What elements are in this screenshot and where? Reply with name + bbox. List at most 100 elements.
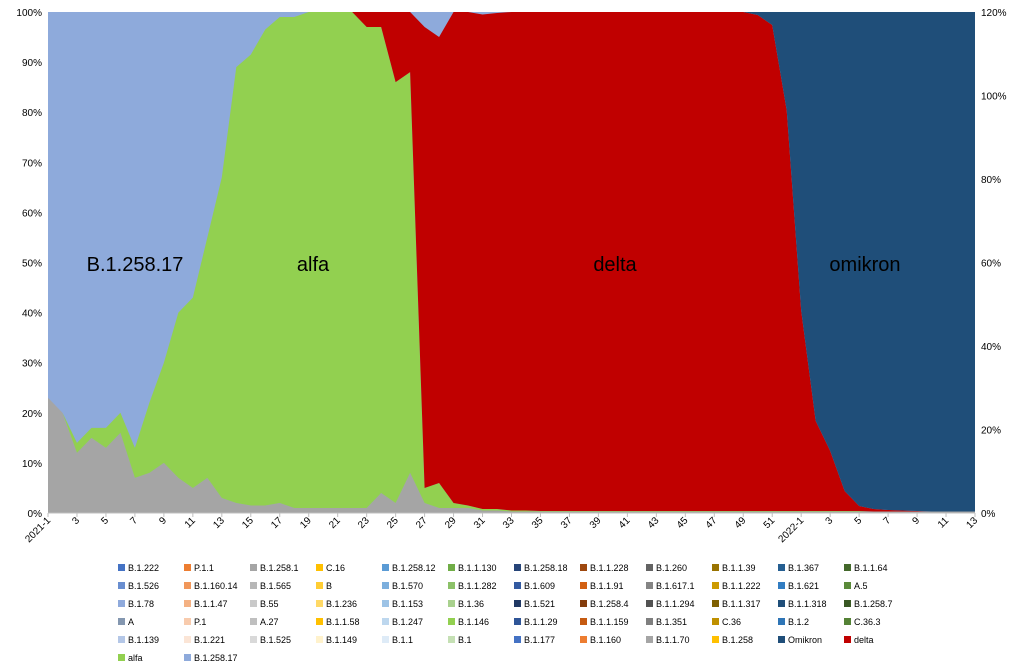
legend-swatch — [184, 564, 191, 571]
legend-item: B.1.570 — [382, 579, 446, 592]
x-tick-label: 49 — [733, 515, 749, 531]
legend-swatch — [118, 600, 125, 607]
legend-item: B.1.258.12 — [382, 561, 446, 574]
legend-swatch — [448, 564, 455, 571]
legend-item: C.16 — [316, 561, 380, 574]
legend-swatch — [448, 600, 455, 607]
legend-item: P.1 — [184, 615, 248, 628]
legend-swatch — [184, 600, 191, 607]
legend-item: B.1.177 — [514, 633, 578, 646]
legend-label: C.36 — [722, 616, 742, 627]
legend-label: B.1.160 — [590, 634, 622, 645]
legend-item: B — [316, 579, 380, 592]
x-tick-label: 23 — [356, 515, 372, 531]
y-left-tick-label: 50% — [22, 259, 42, 270]
legend-item: B.1.1.318 — [778, 597, 842, 610]
area-label-omikron: omikron — [829, 254, 900, 276]
y-right-tick-label: 100% — [981, 92, 1007, 103]
x-tick-label: 41 — [617, 515, 633, 531]
legend-swatch — [646, 600, 653, 607]
legend-swatch — [382, 582, 389, 589]
legend-label: Omikron — [788, 634, 823, 645]
legend-swatch — [118, 618, 125, 625]
legend-label: B.1.1 — [392, 634, 414, 645]
legend-item: B.1.1.222 — [712, 579, 776, 592]
y-left-tick-label: 60% — [22, 208, 42, 219]
legend-item: B.1.1.47 — [184, 597, 248, 610]
legend-swatch — [514, 564, 521, 571]
x-tick-label: 13 — [211, 515, 227, 531]
legend-item: B.55 — [250, 597, 314, 610]
x-tick-label: 15 — [240, 515, 256, 531]
legend-label: B.1.525 — [260, 634, 292, 645]
legend-swatch — [316, 564, 323, 571]
legend-swatch — [514, 600, 521, 607]
legend-swatch — [778, 582, 785, 589]
area-series-omikron — [48, 12, 975, 512]
x-tick-label: 9 — [910, 515, 922, 527]
legend-item: B.1.1.29 — [514, 615, 578, 628]
x-tick-label: 43 — [646, 515, 662, 531]
legend-swatch — [514, 582, 521, 589]
legend-item: A — [118, 615, 182, 628]
legend-item: B.1.1.282 — [448, 579, 512, 592]
legend-item: B.1.1.130 — [448, 561, 512, 574]
legend-swatch — [118, 582, 125, 589]
legend-swatch — [250, 600, 257, 607]
legend-label: B.1.526 — [128, 580, 160, 591]
x-tick-label: 51 — [762, 515, 778, 531]
legend-swatch — [184, 636, 191, 643]
legend-item: B.1.1.70 — [646, 633, 710, 646]
legend-label: B.1.258.7 — [854, 598, 893, 609]
area-label-b-1-258-17: B.1.258.17 — [87, 254, 184, 276]
legend-label: B.1.617.1 — [656, 580, 695, 591]
legend-item: B.1.146 — [448, 615, 512, 628]
legend-item: B.1 — [448, 633, 512, 646]
legend-item: B.1.525 — [250, 633, 314, 646]
legend-label: B.1.153 — [392, 598, 424, 609]
legend-swatch — [580, 636, 587, 643]
legend-item: P.1.1 — [184, 561, 248, 574]
legend-swatch — [316, 582, 323, 589]
legend-label: B.1.139 — [128, 634, 160, 645]
legend-item: B.1.1.159 — [580, 615, 644, 628]
legend-swatch — [778, 618, 785, 625]
y-left-tick-label: 10% — [22, 459, 42, 470]
legend-label: B.1.621 — [788, 580, 820, 591]
legend-swatch — [580, 618, 587, 625]
legend-label: B.1.1.47 — [194, 598, 228, 609]
legend-item: B.1.351 — [646, 615, 710, 628]
legend-label: B.1.1.29 — [524, 616, 558, 627]
legend-swatch — [712, 564, 719, 571]
legend-swatch — [712, 636, 719, 643]
legend-label: B.1.1.222 — [722, 580, 761, 591]
legend-label: B.1.221 — [194, 634, 226, 645]
legend-label: B.1.1.282 — [458, 580, 497, 591]
x-tick-label: 13 — [964, 515, 980, 531]
legend-swatch — [844, 618, 851, 625]
legend-swatch — [250, 582, 257, 589]
legend-item: B.1.526 — [118, 579, 182, 592]
legend-item: B.1.1.64 — [844, 561, 908, 574]
legend-item: A.27 — [250, 615, 314, 628]
legend-label: B.1.1.58 — [326, 616, 360, 627]
legend-label: B.1.367 — [788, 562, 820, 573]
legend-label: B.1.1.228 — [590, 562, 629, 573]
x-tick-label: 27 — [414, 515, 430, 531]
legend-item: B.1.139 — [118, 633, 182, 646]
area-label-delta: delta — [593, 254, 637, 276]
legend-item: B.1.609 — [514, 579, 578, 592]
legend-label: A — [128, 616, 135, 627]
legend-swatch — [118, 636, 125, 643]
legend-label: C.36.3 — [854, 616, 881, 627]
legend-label: B.1.177 — [524, 634, 556, 645]
x-tick-label: 47 — [704, 515, 720, 531]
y-right-tick-label: 120% — [981, 8, 1007, 19]
legend-item: B.1.521 — [514, 597, 578, 610]
legend-label: B.1.36 — [458, 598, 485, 609]
legend-label: B.1.258.18 — [524, 562, 568, 573]
legend-item: B.1.1.39 — [712, 561, 776, 574]
legend-swatch — [844, 600, 851, 607]
legend-swatch — [316, 636, 323, 643]
